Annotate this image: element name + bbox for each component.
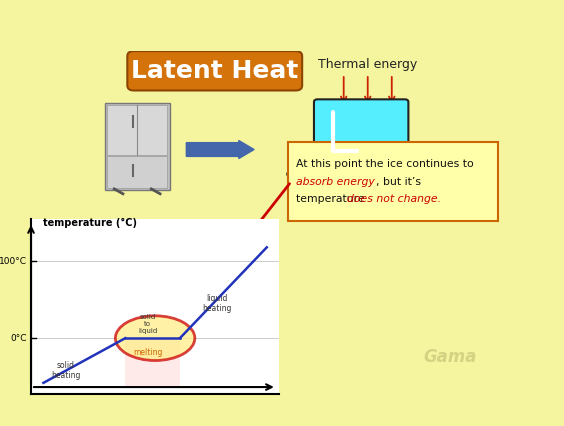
FancyBboxPatch shape <box>107 105 167 155</box>
Text: 0°C: 0°C <box>11 334 27 343</box>
Text: Latent Heat: Latent Heat <box>131 59 298 83</box>
FancyBboxPatch shape <box>127 51 302 90</box>
Ellipse shape <box>296 165 427 190</box>
Text: , but it’s: , but it’s <box>377 177 421 187</box>
Text: Thermal energy: Thermal energy <box>318 58 417 71</box>
FancyBboxPatch shape <box>104 103 170 190</box>
Text: solid
to
liquid: solid to liquid <box>138 314 157 334</box>
FancyBboxPatch shape <box>107 156 167 187</box>
Text: does not change.: does not change. <box>347 194 441 204</box>
FancyArrow shape <box>186 141 254 158</box>
Text: liquid
heating: liquid heating <box>202 294 232 313</box>
Text: At this point the ice continues to: At this point the ice continues to <box>296 159 473 170</box>
Text: temperature: temperature <box>296 194 368 204</box>
Text: temperature (°C): temperature (°C) <box>43 218 138 228</box>
Text: solid
heating: solid heating <box>51 360 81 380</box>
FancyBboxPatch shape <box>288 142 498 221</box>
FancyBboxPatch shape <box>314 99 408 167</box>
Text: Gama: Gama <box>424 348 477 366</box>
Ellipse shape <box>287 166 331 182</box>
Text: 100°C: 100°C <box>0 257 27 266</box>
Text: melting: melting <box>133 348 162 357</box>
Ellipse shape <box>398 167 438 181</box>
Circle shape <box>116 316 195 360</box>
Text: Time: Time <box>175 361 206 374</box>
Text: absorb energy: absorb energy <box>296 177 374 187</box>
Bar <box>125 338 180 387</box>
